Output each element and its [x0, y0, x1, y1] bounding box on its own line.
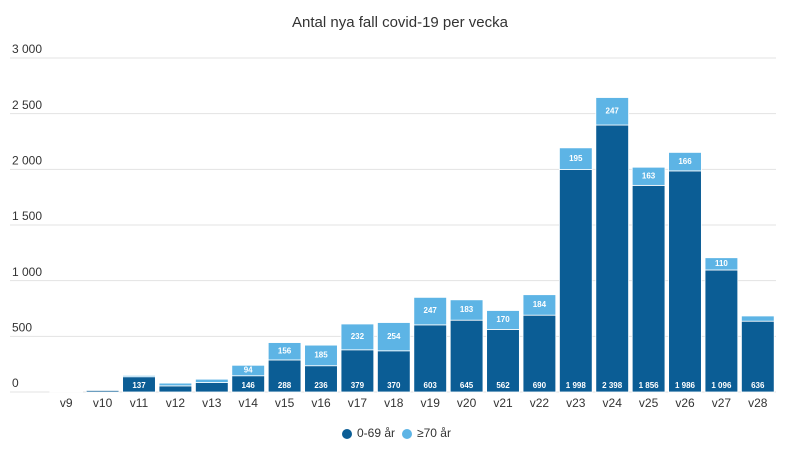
x-tick-label: v22 [530, 396, 550, 410]
bar-segment [231, 364, 265, 377]
x-tick-label: v19 [421, 396, 441, 410]
value-label: 156 [278, 346, 292, 355]
bar-segment [704, 257, 739, 271]
bar-segment [413, 296, 447, 326]
y-tick-label: 1 000 [12, 265, 42, 279]
value-label: 690 [533, 381, 547, 390]
y-tick-label: 3 000 [12, 42, 42, 56]
bar-segment [741, 315, 775, 322]
bar-segment [486, 329, 520, 393]
value-label: 370 [387, 381, 401, 390]
bar-segment [413, 324, 447, 393]
bar-segment [595, 97, 629, 126]
y-tick-label: 2 000 [12, 154, 42, 168]
bar-segment [741, 320, 775, 393]
y-tick-label: 0 [12, 376, 19, 390]
x-tick-label: v16 [311, 396, 331, 410]
bar-segment [195, 382, 229, 393]
bar-segment [304, 365, 338, 393]
value-label: 254 [387, 332, 401, 341]
value-label: 195 [569, 154, 583, 163]
legend: 0-69 år ≥70 år [342, 426, 451, 440]
bar-segment [522, 314, 557, 393]
value-label: 562 [496, 381, 510, 390]
x-tick-label: v12 [166, 396, 186, 410]
bar-segment [449, 319, 484, 393]
value-label: 247 [424, 306, 438, 315]
value-label: 1 096 [711, 381, 732, 390]
value-label: 603 [424, 381, 438, 390]
bar-segment [85, 389, 120, 391]
x-tick-label: v24 [603, 396, 623, 410]
x-tick-label: v20 [457, 396, 477, 410]
value-label: 185 [314, 351, 328, 360]
bar-segment [704, 269, 739, 393]
value-label: 170 [496, 315, 510, 324]
bar-segment [195, 378, 229, 383]
x-tick-label: v11 [130, 396, 149, 410]
bar-segment [668, 170, 702, 393]
value-label: 1 856 [639, 381, 660, 390]
x-tick-label: v21 [493, 396, 513, 410]
bar-segment [486, 310, 520, 330]
x-tick-label: v13 [202, 396, 222, 410]
value-label: 163 [642, 171, 656, 180]
legend-label: ≥70 år [417, 426, 451, 440]
bar-segment [158, 385, 193, 393]
value-label: 1 986 [675, 381, 696, 390]
x-tick-label: v25 [639, 396, 659, 410]
value-label: 94 [244, 366, 253, 375]
x-tick-label: v23 [566, 396, 586, 410]
bar-segment [340, 323, 375, 351]
value-label: 1 998 [566, 381, 587, 390]
value-label: 137 [132, 381, 146, 390]
value-label: 183 [460, 305, 474, 314]
x-tick-label: v27 [712, 396, 732, 410]
value-label: 184 [533, 300, 547, 309]
value-label: 247 [606, 106, 620, 115]
value-label: 379 [351, 381, 365, 390]
bar-segment [449, 299, 484, 321]
x-tick-label: v10 [93, 396, 113, 410]
legend-swatch [342, 429, 352, 439]
bar-segment [631, 166, 666, 186]
bar-segment [304, 344, 338, 367]
y-tick-label: 500 [12, 321, 32, 335]
value-label: 636 [751, 381, 765, 390]
x-tick-label: v26 [675, 396, 695, 410]
value-label: 645 [460, 381, 474, 390]
value-label: 166 [678, 157, 692, 166]
x-tick-label: v18 [384, 396, 404, 410]
value-label: 146 [242, 381, 256, 390]
x-tick-label: v9 [60, 396, 73, 410]
bar-segment [668, 152, 702, 172]
x-tick-label: v15 [275, 396, 295, 410]
x-tick-label: v14 [239, 396, 259, 410]
value-label: 2 398 [602, 381, 623, 390]
bar-segment [559, 147, 593, 170]
bar-segment [377, 322, 411, 352]
y-tick-label: 1 500 [12, 209, 42, 223]
bar-segment [595, 124, 629, 393]
chart-title: Antal nya fall covid-19 per vecka [292, 14, 509, 31]
legend-label: 0-69 år [357, 426, 395, 440]
x-tick-label: v17 [348, 396, 368, 410]
y-tick-label: 2 500 [12, 98, 42, 112]
bar-segment [559, 169, 593, 393]
legend-swatch [402, 429, 412, 439]
value-label: 110 [715, 259, 728, 268]
bar-segment [122, 375, 156, 378]
value-label: 232 [351, 332, 365, 341]
value-label: 236 [314, 381, 328, 390]
x-tick-label: v28 [748, 396, 768, 410]
bar-segment [522, 294, 557, 316]
bar-segment [631, 184, 666, 393]
bar-segment [267, 342, 302, 361]
bar-segment [158, 382, 193, 387]
value-label: 288 [278, 381, 292, 390]
